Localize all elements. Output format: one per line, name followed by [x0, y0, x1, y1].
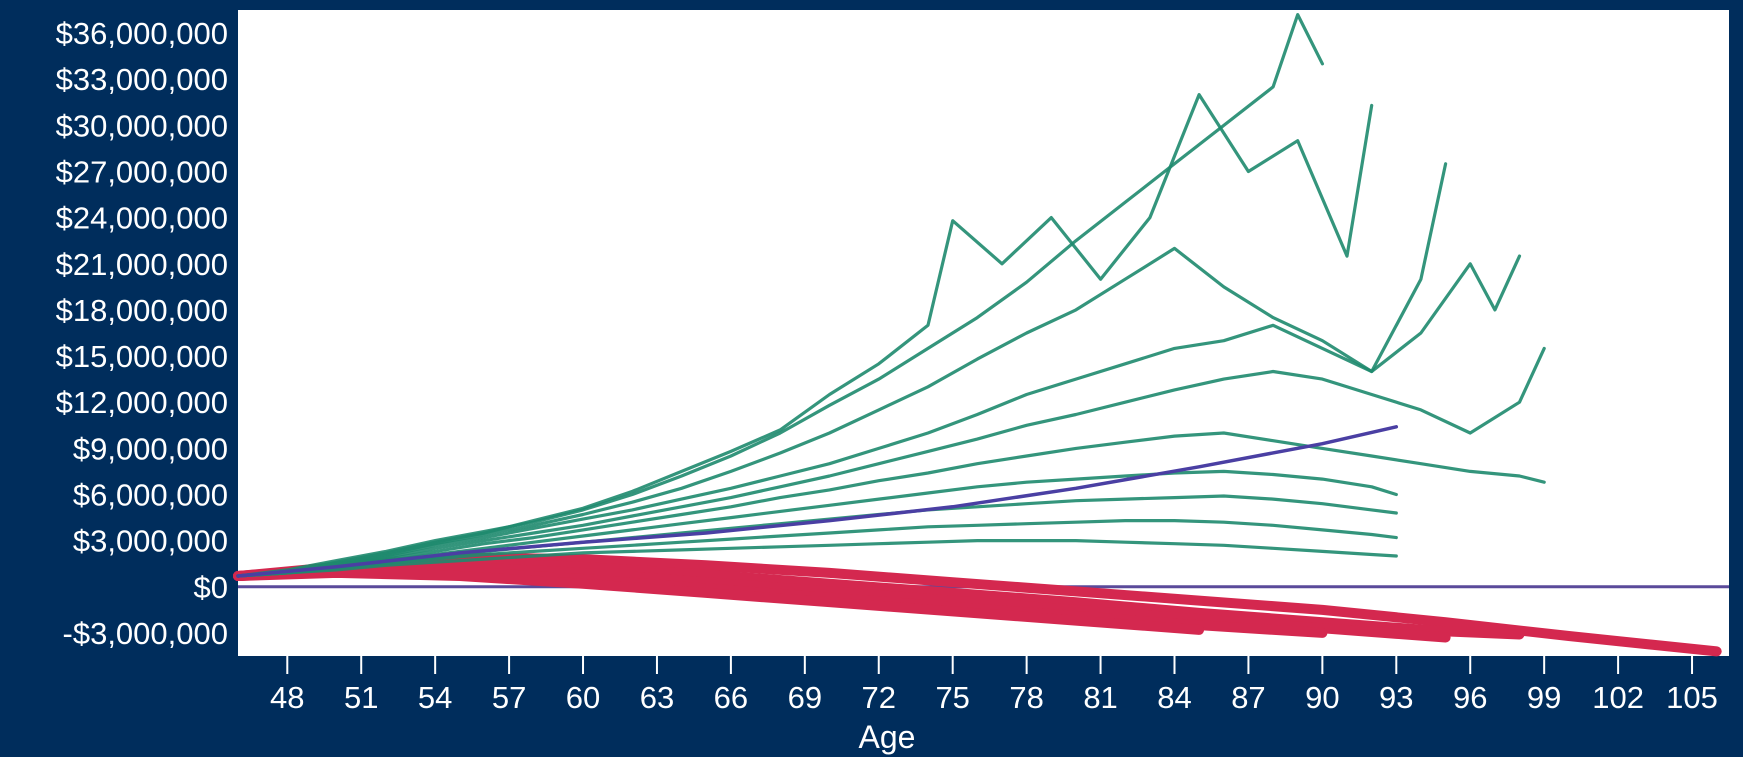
x-tick-label: 54 — [418, 680, 452, 715]
x-tick-label: 72 — [862, 680, 896, 715]
y-tick-label: $21,000,000 — [56, 247, 228, 282]
series-line-success-2 — [236, 162, 1448, 578]
series-line-failure-4 — [233, 567, 1205, 635]
x-axis: 48 51 54 57 60 63 66 69 72 75 78 81 84 87 90 93 96 99 102 1… — [270, 656, 1718, 715]
x-axis-label: Age — [859, 719, 916, 755]
x-tick-label: 90 — [1305, 680, 1339, 715]
y-tick-label: $12,000,000 — [56, 385, 228, 420]
x-tick-label: 57 — [492, 680, 526, 715]
y-tick-label: $15,000,000 — [56, 339, 228, 374]
series-layer — [233, 13, 1729, 657]
series-line-success-9 — [236, 538, 1398, 578]
series-line-success-4 — [236, 346, 1546, 578]
x-tick-label: 96 — [1453, 680, 1487, 715]
y-tick-label: $9,000,000 — [73, 431, 228, 466]
series-line-success-5 — [236, 431, 1546, 578]
x-tick-label: 99 — [1527, 680, 1561, 715]
y-tick-label: -$3,000,000 — [63, 616, 228, 651]
x-tick-label: 60 — [566, 680, 600, 715]
x-tick-label: 69 — [788, 680, 822, 715]
series-line-median-0 — [236, 425, 1399, 578]
y-tick-label: $3,000,000 — [73, 524, 228, 559]
series-line-success-8 — [236, 518, 1398, 578]
x-tick-label: 63 — [640, 680, 674, 715]
y-tick-label: $33,000,000 — [56, 62, 228, 97]
x-tick-label: 93 — [1379, 680, 1413, 715]
x-tick-label: 66 — [714, 680, 748, 715]
x-tick-label: 84 — [1157, 680, 1191, 715]
x-tick-label: 75 — [935, 680, 969, 715]
x-tick-label: 48 — [270, 680, 304, 715]
x-tick-label: 51 — [344, 680, 378, 715]
y-tick-label: $24,000,000 — [56, 201, 228, 236]
series-line-success-3 — [236, 254, 1522, 578]
x-tick-label: 105 — [1666, 680, 1718, 715]
y-tick-label: $0 — [194, 570, 228, 605]
y-tick-label: $6,000,000 — [73, 478, 228, 513]
x-tick-label: 102 — [1592, 680, 1644, 715]
y-tick-label: $18,000,000 — [56, 293, 228, 328]
y-tick-label: $36,000,000 — [56, 16, 228, 51]
y-tick-label: $27,000,000 — [56, 155, 228, 190]
x-tick-label: 87 — [1231, 680, 1265, 715]
x-tick-label: 78 — [1009, 680, 1043, 715]
y-tick-label: $30,000,000 — [56, 108, 228, 143]
x-tick-label: 81 — [1083, 680, 1117, 715]
y-axis: -$3,000,000 $0 $3,000,000 $6,000,000 $9,000,… — [56, 16, 228, 651]
